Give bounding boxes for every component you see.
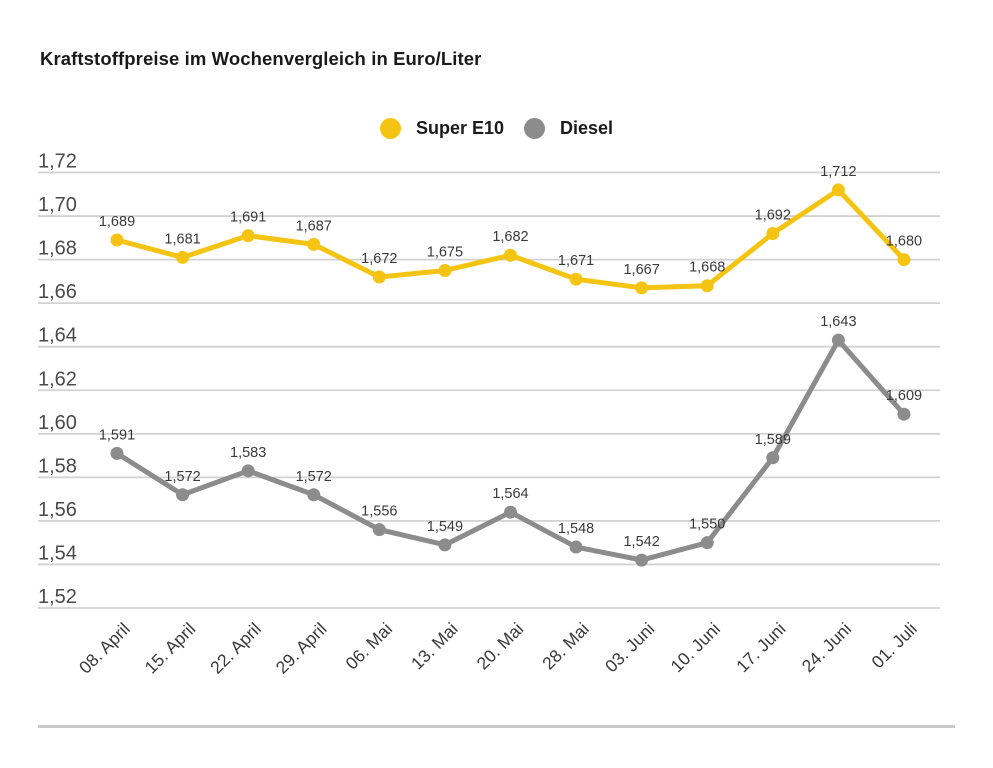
data-value-label-super-e10: 1,692 [755,207,791,223]
data-point-super-e10 [897,253,911,267]
legend-label-super-e10: Super E10 [415,118,504,138]
x-axis-tick-label: 17. Juni [732,619,789,676]
data-point-super-e10 [766,226,780,240]
data-point-super-e10 [176,250,190,264]
bottom-divider [38,725,955,728]
data-value-label-super-e10: 1,667 [623,262,659,278]
chart-legend: Super E10 Diesel [0,118,993,139]
data-value-label-diesel: 1,550 [689,517,725,533]
data-point-diesel [569,540,583,554]
legend-item-super-e10: Super E10 [379,118,504,139]
x-axis-tick-label: 24. Juni [798,619,855,676]
y-axis-tick-label: 1,60 [38,412,77,434]
data-value-label-diesel: 1,564 [492,486,528,502]
x-axis-tick-label: 15. April [141,619,200,678]
data-point-diesel [700,536,714,550]
data-point-super-e10 [241,229,255,243]
x-axis-tick-label: 06. Mai [341,619,396,674]
data-value-label-super-e10: 1,680 [886,234,922,250]
data-point-diesel [503,505,517,519]
x-axis-tick-label: 03. Juni [601,619,658,676]
y-axis-tick-label: 1,54 [38,542,77,564]
data-value-label-diesel: 1,583 [230,445,266,461]
data-point-diesel [831,333,845,347]
y-axis-tick-label: 1,66 [38,281,77,303]
y-axis-tick-label: 1,56 [38,499,77,521]
data-value-label-diesel: 1,556 [361,504,397,520]
data-point-diesel [372,523,386,537]
x-axis-tick-label: 20. Mai [473,619,528,674]
data-value-label-diesel: 1,643 [820,314,856,330]
legend-item-diesel: Diesel [524,118,613,139]
data-point-diesel [635,553,649,567]
data-value-label-super-e10: 1,682 [492,229,528,245]
data-value-label-super-e10: 1,672 [361,251,397,267]
x-axis-tick-label: 01. Juli [867,619,920,672]
chart-title: Kraftstoffpreise im Wochenvergleich in E… [40,48,482,69]
data-point-super-e10 [372,270,386,284]
data-point-diesel [307,488,321,502]
data-value-label-super-e10: 1,712 [820,164,856,180]
legend-swatch-super-e10-icon [379,118,401,139]
data-value-label-diesel: 1,589 [755,432,791,448]
y-axis-tick-label: 1,52 [38,586,77,608]
data-value-label-diesel: 1,548 [558,521,594,537]
y-axis-tick-label: 1,64 [38,325,77,347]
data-value-label-super-e10: 1,671 [558,253,594,269]
x-axis-tick-label: 29. April [272,619,331,678]
data-value-label-diesel: 1,542 [623,534,659,550]
data-point-super-e10 [831,183,845,197]
y-axis-tick-label: 1,58 [38,455,77,477]
data-point-super-e10 [307,237,321,251]
data-point-super-e10 [700,279,714,293]
data-point-super-e10 [569,272,583,286]
legend-label-diesel: Diesel [560,118,614,138]
x-axis-tick-label: 08. April [75,619,134,678]
data-value-label-diesel: 1,572 [164,469,200,485]
data-value-label-diesel: 1,591 [99,427,135,443]
data-value-label-super-e10: 1,689 [99,214,135,230]
x-axis-tick-label: 28. Mai [538,619,593,674]
data-value-label-super-e10: 1,681 [164,231,200,247]
data-point-diesel [241,464,255,478]
x-axis-tick-label: 22. April [206,619,265,678]
data-point-super-e10 [438,263,452,277]
x-axis-tick-label: 10. Juni [667,619,724,676]
data-value-label-super-e10: 1,687 [296,218,332,234]
y-axis-tick-label: 1,72 [38,151,77,173]
y-axis-tick-label: 1,68 [38,238,77,260]
data-value-label-diesel: 1,549 [427,519,463,535]
data-value-label-super-e10: 1,668 [689,260,725,276]
data-point-diesel [438,538,452,552]
data-value-label-diesel: 1,572 [296,469,332,485]
data-point-super-e10 [503,248,517,262]
legend-swatch-diesel-icon [524,118,545,139]
y-axis-tick-label: 1,62 [38,368,77,390]
data-point-diesel [897,407,911,421]
data-point-super-e10 [110,233,124,247]
data-point-diesel [176,488,190,502]
x-axis-tick-label: 13. Mai [407,619,462,674]
data-value-label-diesel: 1,609 [886,388,922,404]
y-axis-tick-label: 1,70 [38,194,77,216]
data-point-diesel [110,446,124,460]
line-chart: 1,72 1,70 1,68 1,66 1,64 1,62 1,60 1,58 1,56 1,54… [38,151,940,678]
data-value-label-super-e10: 1,675 [427,244,463,260]
data-point-super-e10 [635,281,649,295]
data-value-label-super-e10: 1,691 [230,210,266,226]
data-point-diesel [766,451,780,465]
